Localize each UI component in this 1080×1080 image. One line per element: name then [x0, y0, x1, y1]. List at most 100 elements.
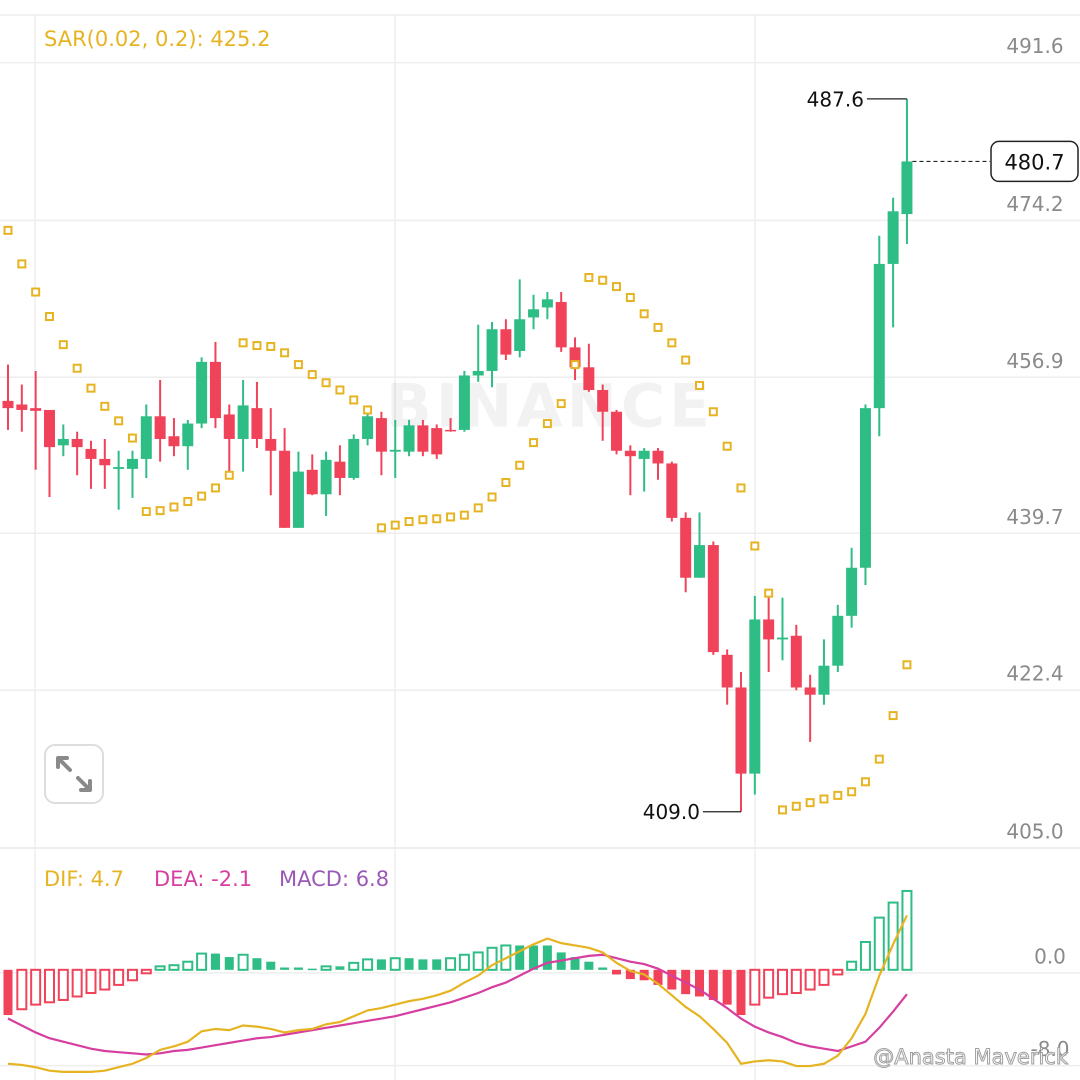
high-label: 487.6 [807, 87, 864, 111]
candle-body [417, 425, 429, 452]
sar-dot [114, 416, 124, 426]
sar-dot [874, 754, 884, 764]
macd-bar [695, 969, 704, 997]
sar-dot [667, 338, 677, 348]
sar-dot [252, 341, 262, 351]
sar-dot [695, 380, 704, 390]
candle-body [306, 469, 318, 495]
candle-body [624, 450, 636, 457]
sar-dot [653, 322, 663, 332]
sar-dot [238, 338, 248, 348]
macd-bar [901, 889, 913, 971]
candle-body [569, 347, 581, 368]
sar-dot [155, 506, 165, 516]
sar-dot [847, 787, 857, 797]
macd-bar [486, 946, 498, 971]
macd-bar [154, 965, 166, 971]
indicator-legend: SAR(0.02, 0.2): 425.2 [44, 27, 270, 51]
sar-dot [777, 805, 787, 815]
macd-bar [307, 968, 317, 971]
macd-bar [432, 959, 442, 970]
sar-dot [169, 502, 179, 512]
y-tick-label: 439.7 [1006, 505, 1063, 529]
sar-dot [321, 378, 331, 388]
sar-dot [501, 477, 511, 487]
macd-bar [763, 968, 775, 999]
sar-dot [17, 259, 27, 269]
macd-bar [818, 968, 830, 986]
candle-body [680, 517, 692, 578]
macd-bar [598, 967, 608, 970]
layout: BINANCE [0, 14, 1080, 1080]
dif-legend: DIF: 4.7 [44, 867, 124, 891]
candle-body [776, 637, 788, 640]
macd-bar [196, 952, 208, 971]
macd-bar [667, 969, 677, 990]
macd-bar [612, 969, 622, 975]
candle-body [334, 461, 346, 478]
macd-bar [99, 968, 111, 991]
y-tick-label: 474.2 [1006, 192, 1063, 216]
macd-bar [804, 968, 816, 991]
macd-bar [113, 968, 125, 986]
candle-body [652, 450, 664, 464]
macd-bar [3, 969, 13, 1016]
candle-body [749, 619, 761, 774]
candle-body [265, 438, 277, 451]
expand-button[interactable] [44, 744, 104, 804]
sar-dot [681, 355, 691, 365]
sar-dot [446, 512, 456, 522]
sar-dot [888, 711, 898, 721]
candle-body [389, 449, 401, 452]
macd-bar [404, 958, 414, 970]
macd-bar [389, 957, 401, 971]
candle-body [666, 463, 678, 518]
candle-body [71, 438, 83, 448]
candle-body [445, 429, 457, 432]
candle-body [859, 408, 871, 568]
sar-dot [141, 507, 151, 517]
macd-bar [653, 969, 663, 985]
macd-bar [472, 951, 484, 971]
candle-body [57, 438, 69, 446]
sar-dot [127, 433, 137, 443]
candle-body [251, 408, 263, 439]
y-tick-label: 405.0 [1006, 820, 1063, 844]
candle-body [320, 459, 332, 495]
sar-dot [183, 497, 193, 507]
sar-dot [3, 225, 13, 235]
expand-icon[interactable] [56, 756, 92, 792]
candle-body [182, 423, 194, 447]
macd-bar [542, 945, 552, 970]
sar-dot [708, 407, 718, 417]
candle-body [113, 467, 125, 469]
sar-dot [44, 312, 54, 322]
sar-dot [764, 588, 774, 598]
sar-dot [722, 441, 732, 451]
candle-body [735, 687, 747, 774]
macd-bar [859, 940, 871, 971]
y-tick-label: 456.9 [1006, 349, 1063, 373]
dif-line [7, 914, 908, 1073]
sar-dot [833, 790, 843, 800]
macd-bar [126, 968, 138, 982]
macd-bar [776, 968, 788, 996]
candle-body [16, 404, 28, 410]
macd-bar [16, 968, 28, 1011]
sar-dot [598, 275, 608, 285]
sar-dot [418, 515, 428, 525]
sar-dot [280, 348, 290, 358]
expand-button-bg[interactable] [44, 744, 104, 804]
sar-dot [31, 287, 41, 297]
candle-body [514, 319, 526, 351]
macd-bar [846, 960, 858, 971]
macd-bar [43, 968, 55, 1004]
candle-body [887, 211, 899, 264]
candle-body [832, 615, 844, 666]
macd-bar [418, 959, 428, 970]
sar-dot [266, 341, 276, 351]
candle-body [85, 448, 97, 459]
sar-dot [625, 292, 635, 302]
candle-body [140, 416, 152, 459]
